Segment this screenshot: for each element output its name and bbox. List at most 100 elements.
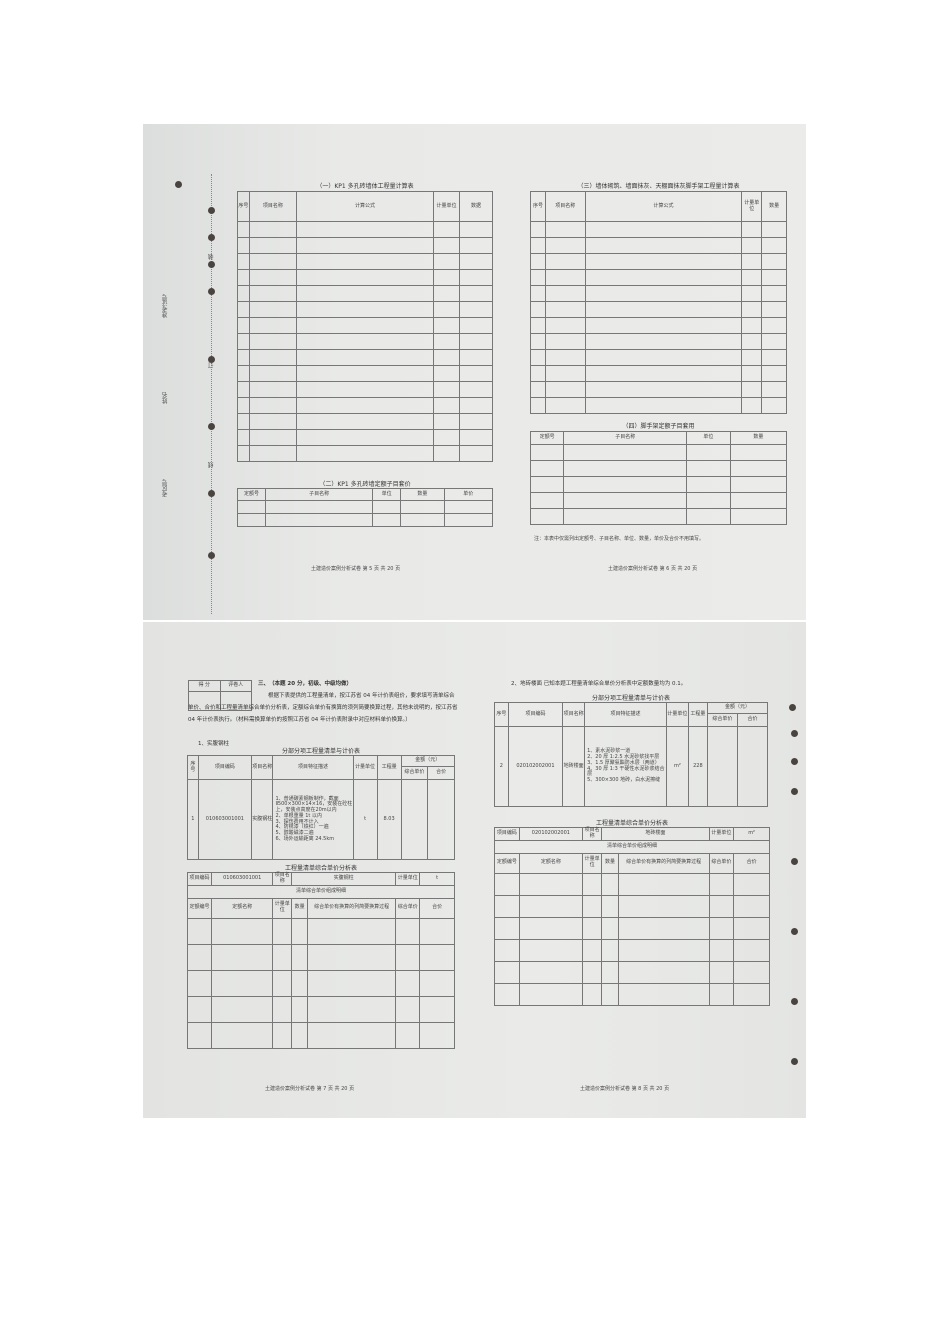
input-cell[interactable] (443, 500, 494, 514)
input-cell[interactable] (237, 285, 250, 302)
input-cell[interactable] (296, 429, 434, 446)
input-cell[interactable] (529, 476, 565, 493)
input-cell[interactable] (432, 317, 460, 334)
input-cell[interactable] (248, 413, 298, 430)
input-cell[interactable] (186, 943, 213, 971)
input-cell[interactable] (530, 221, 546, 238)
input-cell[interactable] (432, 349, 460, 366)
input-cell[interactable] (741, 381, 763, 398)
input-cell[interactable] (686, 508, 731, 525)
input-cell[interactable] (584, 397, 743, 414)
input-cell[interactable] (400, 513, 445, 527)
input-cell[interactable] (584, 317, 743, 334)
input-cell[interactable] (432, 221, 460, 238)
input-cell[interactable] (307, 917, 397, 945)
input-cell[interactable] (530, 381, 546, 398)
input-cell[interactable] (458, 237, 494, 254)
input-cell[interactable] (272, 995, 293, 1023)
input-cell[interactable] (518, 872, 584, 896)
input-cell[interactable] (419, 943, 455, 971)
input-cell[interactable] (518, 938, 584, 962)
input-cell[interactable] (296, 397, 434, 414)
input-cell[interactable] (296, 253, 434, 270)
input-cell[interactable] (686, 476, 731, 493)
input-cell[interactable] (563, 508, 688, 525)
input-cell[interactable] (248, 221, 298, 238)
input-cell[interactable] (544, 333, 586, 350)
input-cell[interactable] (248, 237, 298, 254)
input-cell[interactable] (395, 969, 421, 997)
input-cell[interactable] (494, 982, 520, 1006)
input-cell[interactable] (419, 917, 455, 945)
input-cell[interactable] (432, 429, 460, 446)
input-cell[interactable] (529, 460, 565, 477)
input-cell[interactable] (544, 301, 586, 318)
input-cell[interactable] (729, 492, 788, 509)
input-cell[interactable] (563, 476, 688, 493)
input-cell[interactable] (617, 960, 710, 984)
input-cell[interactable] (741, 301, 763, 318)
input-cell[interactable] (741, 333, 763, 350)
input-cell[interactable] (708, 916, 735, 940)
input-cell[interactable] (544, 237, 586, 254)
input-cell[interactable] (544, 285, 586, 302)
input-cell[interactable] (432, 381, 460, 398)
input-cell[interactable] (272, 943, 293, 971)
input-cell[interactable] (248, 317, 298, 334)
input-cell[interactable] (530, 397, 546, 414)
input-cell[interactable] (741, 365, 763, 382)
input-cell[interactable] (272, 917, 293, 945)
input-cell[interactable] (581, 938, 603, 962)
input-cell[interactable] (761, 253, 787, 270)
input-cell[interactable] (761, 269, 787, 286)
input-cell[interactable] (395, 917, 421, 945)
input-cell[interactable] (761, 333, 787, 350)
input-cell[interactable] (432, 413, 460, 430)
input-cell[interactable] (761, 317, 787, 334)
input-cell[interactable] (296, 333, 434, 350)
unit-price-field[interactable] (400, 779, 429, 860)
input-cell[interactable] (741, 237, 763, 254)
input-cell[interactable] (530, 349, 546, 366)
input-cell[interactable] (291, 917, 309, 945)
input-cell[interactable] (729, 508, 788, 525)
input-cell[interactable] (581, 960, 603, 984)
input-cell[interactable] (761, 237, 787, 254)
input-cell[interactable] (761, 397, 787, 414)
input-cell[interactable] (601, 916, 619, 940)
input-cell[interactable] (307, 943, 397, 971)
input-cell[interactable] (544, 349, 586, 366)
input-cell[interactable] (617, 872, 710, 896)
input-cell[interactable] (494, 894, 520, 918)
input-cell[interactable] (443, 513, 494, 527)
input-cell[interactable] (432, 237, 460, 254)
input-cell[interactable] (272, 969, 293, 997)
input-cell[interactable] (248, 397, 298, 414)
input-cell[interactable] (529, 492, 565, 509)
input-cell[interactable] (432, 285, 460, 302)
input-cell[interactable] (529, 508, 565, 525)
input-cell[interactable] (563, 460, 688, 477)
input-cell[interactable] (458, 365, 494, 382)
input-cell[interactable] (296, 301, 434, 318)
input-cell[interactable] (581, 982, 603, 1006)
input-cell[interactable] (186, 969, 213, 997)
input-cell[interactable] (494, 960, 520, 984)
input-cell[interactable] (761, 365, 787, 382)
input-cell[interactable] (400, 500, 445, 514)
total-field[interactable] (736, 726, 769, 807)
input-cell[interactable] (729, 460, 788, 477)
input-cell[interactable] (296, 381, 434, 398)
input-cell[interactable] (458, 333, 494, 350)
input-cell[interactable] (458, 397, 494, 414)
input-cell[interactable] (518, 894, 584, 918)
input-cell[interactable] (741, 253, 763, 270)
input-cell[interactable] (291, 1021, 309, 1049)
input-cell[interactable] (307, 969, 397, 997)
input-cell[interactable] (211, 943, 274, 971)
input-cell[interactable] (708, 982, 735, 1006)
input-cell[interactable] (581, 916, 603, 940)
input-cell[interactable] (432, 445, 460, 462)
input-cell[interactable] (419, 1021, 455, 1049)
input-cell[interactable] (237, 397, 250, 414)
